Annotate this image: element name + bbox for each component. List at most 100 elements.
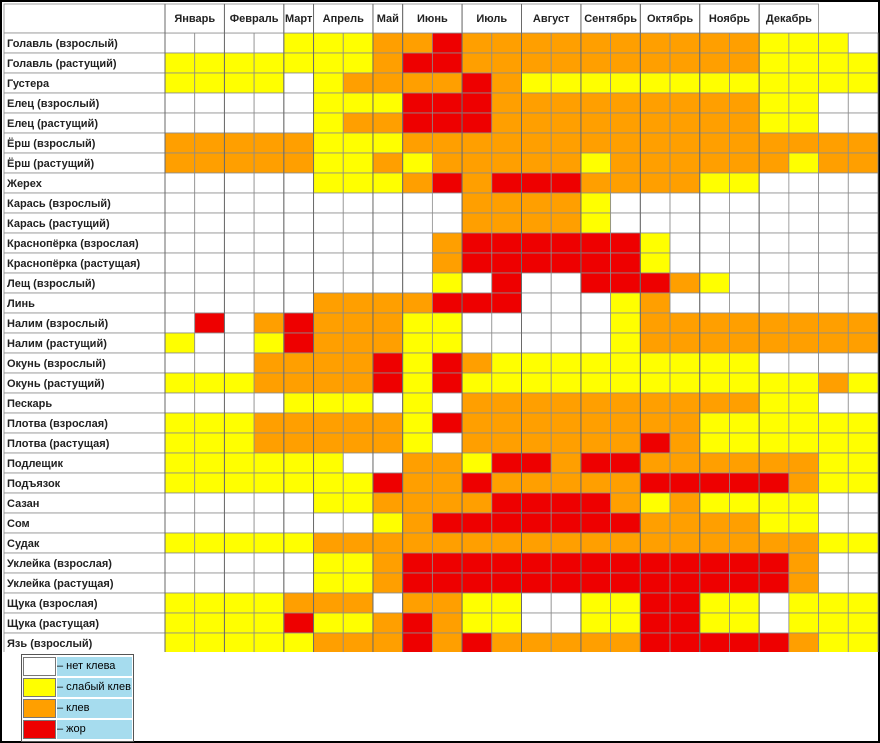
heatmap-cell [164, 52, 196, 74]
heatmap-cell [253, 152, 285, 174]
heatmap-cell [164, 632, 196, 652]
fish-label: Ёрш (взрослый) [7, 137, 96, 150]
heatmap-cell [729, 92, 760, 114]
heatmap-cell [164, 532, 196, 554]
heatmap-cell [758, 312, 790, 334]
heatmap-cell [521, 592, 552, 614]
heatmap-cell [521, 412, 552, 434]
heatmap-cell [521, 272, 552, 294]
heatmap-cell [550, 272, 582, 294]
fish-label: Сазан [7, 498, 39, 510]
heatmap-cell [402, 52, 433, 74]
heatmap-cell [521, 512, 552, 534]
heatmap-cell [610, 312, 641, 334]
heatmap-cell [461, 392, 493, 414]
heatmap-cell [610, 32, 641, 54]
heatmap-cell [788, 592, 819, 614]
heatmap-cell [758, 352, 790, 374]
heatmap-cell [372, 572, 404, 594]
heatmap-cell [788, 532, 819, 554]
heatmap-cell [372, 632, 404, 652]
heatmap-cell [788, 172, 819, 194]
heatmap-cell [402, 252, 433, 274]
heatmap-cell [669, 312, 701, 334]
heatmap-cell [342, 132, 374, 154]
heatmap-cell [699, 32, 730, 54]
heatmap-cell [372, 472, 404, 494]
heatmap-cell [639, 532, 671, 554]
heatmap-cell [669, 112, 701, 134]
heatmap-cell [521, 152, 552, 174]
legend-swatch-feeding [23, 720, 56, 739]
heatmap-cell [431, 472, 463, 494]
heatmap-cell [461, 312, 493, 334]
heatmap-cell [788, 352, 819, 374]
heatmap-cell [342, 412, 374, 434]
heatmap-cell [224, 412, 255, 434]
heatmap-cell [669, 212, 701, 234]
heatmap-cell [580, 312, 612, 334]
heatmap-cell [402, 532, 433, 554]
heatmap-cell [164, 332, 196, 354]
heatmap-cell [847, 452, 879, 474]
heatmap-cell [550, 572, 582, 594]
heatmap-cell [372, 412, 404, 434]
heatmap-cell [283, 232, 314, 254]
heatmap-cell [431, 52, 463, 74]
heatmap-cell [313, 352, 344, 374]
heatmap-cell [550, 352, 582, 374]
heatmap-cell [402, 392, 433, 414]
heatmap-cell [164, 372, 196, 394]
heatmap-cell [639, 92, 671, 114]
heatmap-cell [669, 472, 701, 494]
heatmap-cell [788, 252, 819, 274]
heatmap-cell [639, 452, 671, 474]
heatmap-cell [194, 432, 225, 454]
heatmap-cell [224, 92, 255, 114]
heatmap-cell [580, 272, 612, 294]
heatmap-cell [194, 632, 225, 652]
heatmap-cell [402, 552, 433, 574]
heatmap-cell [253, 172, 285, 194]
heatmap-cell [431, 252, 463, 274]
heatmap-cell [610, 552, 641, 574]
heatmap-cell [313, 372, 344, 394]
heatmap-cell [224, 332, 255, 354]
heatmap-cell [461, 92, 493, 114]
heatmap-cell [699, 632, 730, 652]
heatmap-cell [669, 352, 701, 374]
heatmap-cell [699, 212, 730, 234]
heatmap-cell [461, 532, 493, 554]
heatmap-cell [580, 372, 612, 394]
heatmap-cell [313, 592, 344, 614]
heatmap-cell [164, 72, 196, 94]
heatmap-cell [224, 252, 255, 274]
heatmap-cell [639, 312, 671, 334]
legend-item-weak-bite: – слабый клев [22, 677, 133, 698]
heatmap-cell [342, 552, 374, 574]
heatmap-cell [283, 32, 314, 54]
month-label: Октябрь [647, 13, 693, 25]
heatmap-cell [699, 472, 730, 494]
heatmap-cell [758, 412, 790, 434]
fish-label: Ёрш (растущий) [7, 157, 95, 170]
heatmap-cell [729, 232, 760, 254]
heatmap-cell [669, 252, 701, 274]
heatmap-cell [283, 452, 314, 474]
heatmap-cell [669, 532, 701, 554]
heatmap-cell [847, 632, 879, 652]
heatmap-cell [372, 232, 404, 254]
heatmap-cell [639, 552, 671, 574]
heatmap-cell [313, 212, 344, 234]
month-label: Ноябрь [709, 13, 750, 25]
heatmap-cell [818, 612, 849, 634]
heatmap-cell [194, 32, 225, 54]
heatmap-cell [610, 272, 641, 294]
heatmap-cell [253, 612, 285, 634]
heatmap-cell [818, 512, 849, 534]
heatmap-cell [580, 632, 612, 652]
heatmap-cell [788, 72, 819, 94]
heatmap-cell [580, 432, 612, 454]
heatmap-cell [580, 532, 612, 554]
heatmap-cell [491, 632, 522, 652]
